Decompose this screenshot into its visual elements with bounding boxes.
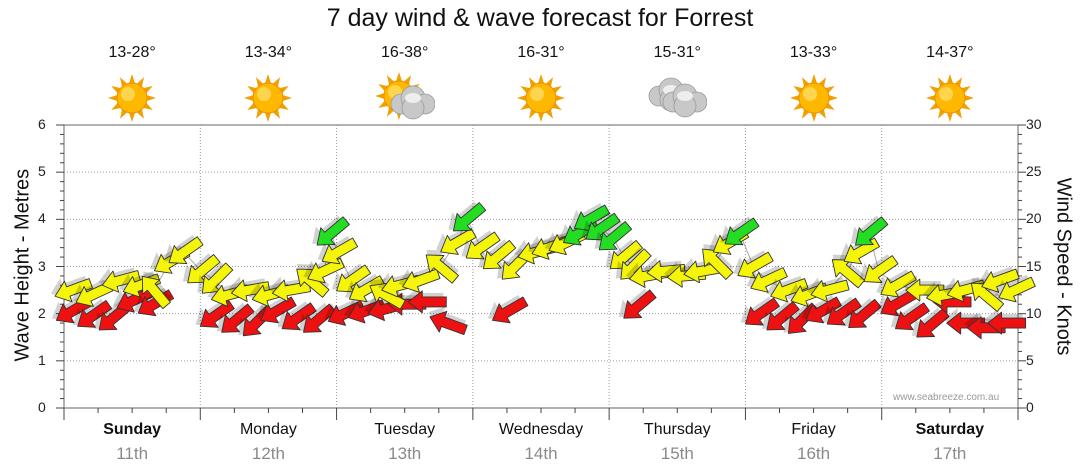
wind-arrow <box>312 215 350 246</box>
wave-arrow <box>843 298 882 329</box>
wave-arrow <box>911 307 950 338</box>
date-label: 16th <box>797 444 831 463</box>
day-label: Monday <box>239 421 297 438</box>
temperature-range: 13-28° <box>108 44 156 61</box>
wave-arrow <box>72 298 113 328</box>
wind-arrow <box>746 265 788 293</box>
wave-arrow <box>277 301 317 331</box>
wind-arrow <box>702 244 734 280</box>
wind-arrow <box>398 266 441 293</box>
left-axis-tick-label: 0 <box>38 399 46 415</box>
wind-arrow <box>197 262 234 294</box>
wind-arrow <box>164 235 204 265</box>
right-axis-tick-label: 20 <box>1026 210 1042 227</box>
left-axis-tick-label: 3 <box>38 257 46 274</box>
left-axis-tick-label: 1 <box>38 351 46 368</box>
wave-arrow <box>618 288 657 319</box>
temperature-range: 13-34° <box>244 44 293 61</box>
date-label: 13th <box>388 444 422 463</box>
cloud-icon <box>648 77 708 118</box>
wind-arrow <box>594 220 633 251</box>
wind-arrow <box>141 271 172 310</box>
date-label: 14th <box>524 444 558 463</box>
wind-arrow <box>331 263 372 293</box>
right-axis-tick-label: 15 <box>1026 257 1042 274</box>
day-label: Friday <box>791 421 836 438</box>
right-axis-tick-label: 25 <box>1026 163 1042 180</box>
date-label: 15th <box>660 444 694 463</box>
sun-cloud-icon <box>374 72 435 120</box>
wind-arrow <box>478 239 517 270</box>
left-axis-tick-label: 6 <box>38 116 46 132</box>
sun-icon <box>244 74 293 122</box>
sun-icon <box>925 74 974 122</box>
day-label: Sunday <box>103 421 162 438</box>
wind-arrow <box>317 236 359 265</box>
wind-arrow <box>766 275 809 303</box>
temperature-range: 14-37° <box>926 44 974 61</box>
wave-arrow <box>298 302 337 333</box>
sun-icon <box>789 74 838 122</box>
temperature-range: 13-33° <box>789 44 838 61</box>
wind-arrow <box>227 276 271 303</box>
wave-arrow <box>801 295 842 324</box>
wave-arrow <box>405 286 447 314</box>
wave-arrow <box>487 295 529 324</box>
wave-arrow <box>984 308 1027 335</box>
sun-icon <box>517 74 565 122</box>
temperature-range: 16-38° <box>381 44 429 61</box>
day-label: Wednesday <box>498 421 584 438</box>
wave-arrow <box>428 306 468 336</box>
left-axis-tick-label: 4 <box>38 210 46 227</box>
left-axis-tick-label: 2 <box>38 304 46 321</box>
wave-arrow <box>740 296 780 326</box>
wind-arrow <box>977 266 1020 293</box>
wave-arrow <box>216 302 255 333</box>
wind-arrow <box>902 275 945 302</box>
wind-arrow <box>831 254 866 289</box>
right-axis-tick-label: 30 <box>1026 116 1042 132</box>
date-label: 11th <box>116 444 149 463</box>
date-label: 12th <box>251 444 285 463</box>
wave-arrow <box>822 296 862 326</box>
credit-text: www.seabreeze.com.au <box>893 392 1000 403</box>
wind-arrow <box>733 250 774 279</box>
wave-arrow <box>762 300 800 331</box>
wind-arrow <box>643 256 686 283</box>
wind-arrow <box>850 215 889 246</box>
wind-arrow <box>581 211 621 241</box>
wind-arrow <box>876 269 917 298</box>
wind-arrow <box>461 230 501 260</box>
temperature-range: 16-31° <box>517 44 565 61</box>
wind-arrow <box>970 278 1005 312</box>
date-label: 17th <box>933 444 967 463</box>
wind-arrow <box>344 273 386 303</box>
temperature-range: 15-31° <box>653 44 701 61</box>
day-label: Saturday <box>915 421 985 438</box>
right-axis-tick-label: 5 <box>1026 351 1034 368</box>
wind-arrow <box>807 277 850 303</box>
wind-arrow <box>425 249 459 284</box>
right-axis-tick-label: 0 <box>1026 399 1034 415</box>
sun-icon <box>108 74 157 122</box>
day-label: Tuesday <box>374 421 436 438</box>
wave-arrow <box>890 301 930 331</box>
chart-title: 7 day wind & wave forecast for Forrest <box>326 4 754 32</box>
day-label: Thursday <box>643 421 711 438</box>
wind-arrow <box>98 267 141 293</box>
right-axis-tick-label: 10 <box>1026 304 1042 321</box>
wind-arrow <box>182 253 221 284</box>
wind-arrow <box>448 201 487 232</box>
wind-arrow <box>720 216 760 246</box>
wind-arrow <box>994 274 1036 303</box>
wind-arrow <box>50 275 93 303</box>
left-axis-tick-label: 5 <box>38 163 46 180</box>
wind-arrow <box>859 254 899 283</box>
